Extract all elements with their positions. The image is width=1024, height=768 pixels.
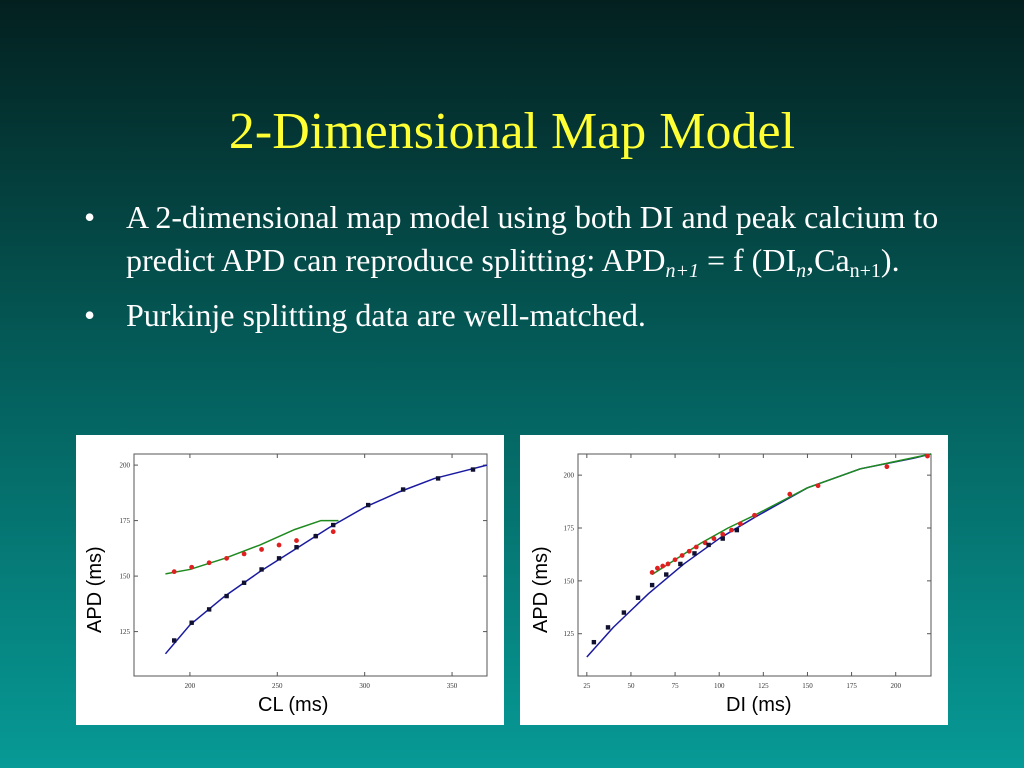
black-data-point [734, 527, 740, 533]
y-tick-label: 175 [564, 525, 575, 533]
x-tick-label: 50 [627, 682, 635, 690]
black-data-point [400, 487, 406, 492]
y-axis-label: APD (ms) [84, 546, 106, 633]
red-data-point [815, 483, 821, 489]
y-tick-label: 150 [564, 577, 575, 585]
red-data-point [884, 464, 890, 470]
red-data-point [276, 542, 282, 548]
x-tick-label: 250 [272, 682, 283, 690]
red-data-point [672, 557, 678, 563]
red-data-point [679, 553, 685, 558]
y-axis-label: APD (ms) [530, 546, 552, 633]
red-data-point [720, 531, 726, 537]
x-tick-label: 300 [359, 682, 370, 690]
bullet-text: ). [880, 242, 900, 278]
red-data-point [330, 529, 336, 535]
subscript: n [796, 260, 807, 282]
red-data-point [925, 453, 930, 459]
black-data-point [224, 593, 229, 599]
black-data-point [706, 542, 711, 548]
bullet-marker: • [84, 199, 96, 235]
subscript: n+1 [849, 260, 881, 282]
x-axis-label: CL (ms) [258, 694, 329, 716]
x-tick-label: 100 [714, 682, 725, 690]
plot-frame [577, 453, 932, 677]
slide-title: 2-Dimensional Map Model [228, 103, 796, 160]
black-data-point [470, 467, 476, 472]
chart-apd-vs-cl: 200 250 300 350 125 150 175 200 [120, 453, 488, 690]
y-tick-label: 200 [564, 472, 575, 480]
black-data-point [189, 620, 194, 625]
x-tick-label: 25 [583, 682, 591, 690]
red-data-point [660, 563, 666, 569]
y-tick-label: 200 [120, 462, 131, 470]
chart-apd-vs-di: 25 50 75 100 125 150 175 200 125 150 175 200 [564, 453, 932, 690]
x-tick-label: 200 [890, 682, 901, 690]
red-data-point [737, 521, 743, 527]
red-data-point [189, 564, 195, 570]
x-tick-label: 200 [185, 682, 196, 690]
black-data-point [621, 610, 627, 615]
black-data-point [206, 607, 212, 612]
x-tick-label: 350 [447, 682, 458, 690]
red-data-point [206, 560, 212, 566]
black-data-point [605, 625, 611, 630]
bullet-item: • A 2-dimensional map model using both D… [84, 196, 944, 282]
black-data-point [591, 639, 597, 645]
red-data-point [702, 540, 708, 546]
black-data-point [692, 551, 697, 556]
bullet-list: • A 2-dimensional map model using both D… [84, 196, 944, 349]
red-data-point [729, 527, 734, 533]
black-data-point [678, 561, 683, 567]
black-data-point [435, 476, 441, 481]
red-data-point [224, 555, 230, 561]
red-data-point [787, 491, 793, 497]
bullet-text: ,Ca [806, 242, 850, 278]
red-data-point [752, 512, 757, 518]
x-axis-label: DI (ms) [726, 694, 792, 716]
red-data-point [259, 547, 264, 552]
red-data-point [294, 538, 299, 543]
red-data-point [649, 570, 655, 575]
red-data-point [711, 536, 717, 541]
black-data-point [276, 556, 282, 561]
black-data-point [365, 502, 371, 508]
x-tick-label: 150 [802, 682, 813, 690]
x-tick-label: 75 [672, 682, 680, 690]
red-data-point [241, 551, 247, 557]
y-tick-label: 125 [564, 630, 575, 638]
bullet-text: Purkinje splitting data are well-matched… [126, 297, 646, 333]
y-tick-label: 175 [120, 517, 131, 525]
black-data-point [635, 595, 641, 600]
x-tick-label: 175 [846, 682, 857, 690]
y-tick-label: 125 [120, 628, 131, 636]
y-tick-label: 150 [120, 573, 131, 581]
black-data-point [241, 580, 247, 585]
plot-frame [133, 453, 488, 677]
blue-curve [586, 453, 932, 658]
blue-curve [164, 464, 488, 655]
red-data-point [693, 544, 699, 550]
bullet-marker: • [84, 297, 96, 333]
bullet-text: A 2-dimensional map model using both DI … [126, 199, 939, 278]
black-data-point [171, 638, 177, 643]
green-curve [165, 519, 339, 575]
x-tick-label: 125 [758, 682, 769, 690]
black-data-point [649, 582, 655, 588]
red-data-point [655, 565, 660, 571]
black-data-point [664, 572, 669, 577]
bullet-item: • Purkinje splitting data are well-match… [84, 294, 944, 337]
black-data-point [259, 567, 264, 572]
black-data-point [294, 545, 299, 550]
red-data-point [665, 561, 671, 567]
subscript: n+1 [665, 260, 699, 282]
red-data-point [686, 548, 692, 554]
black-data-point [720, 536, 725, 541]
black-data-point [313, 533, 318, 539]
bullet-text: = f (DI [698, 242, 797, 278]
black-data-point [331, 522, 336, 528]
red-data-point [171, 569, 177, 575]
chart-panel-cl: 200 250 300 350 125 150 175 200 APD (ms) CL (ms… [76, 435, 504, 725]
chart-panel-di: 25 50 75 100 125 150 175 200 125 150 175 200 APD (m… [520, 435, 948, 725]
